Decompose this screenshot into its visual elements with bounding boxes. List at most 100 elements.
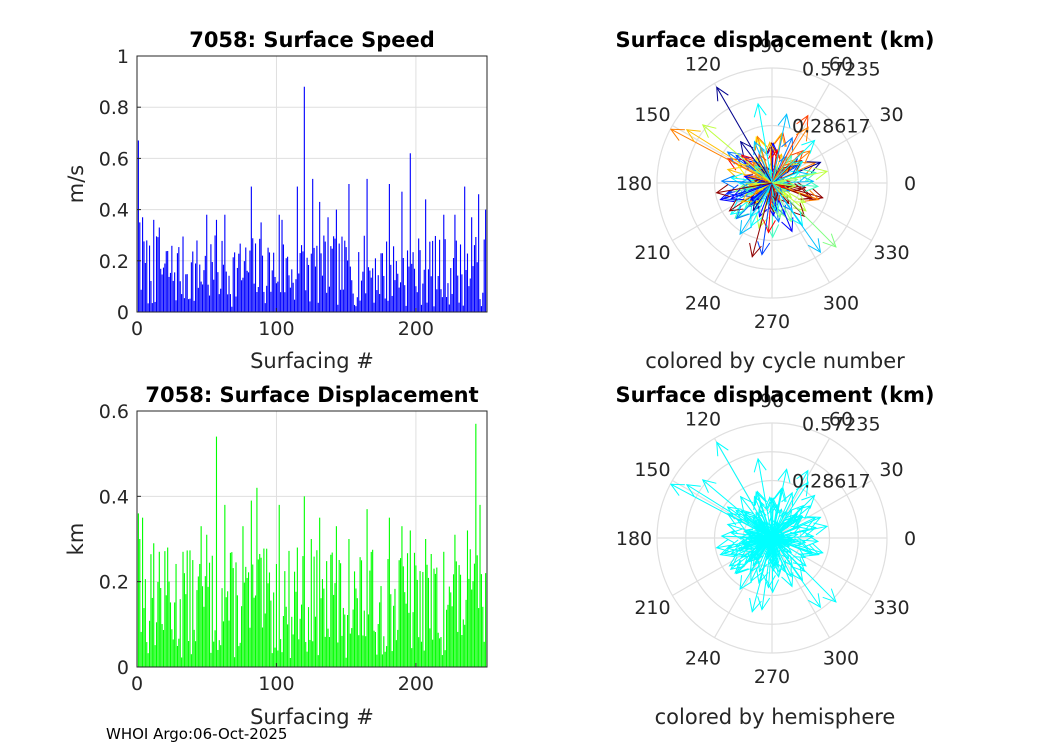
bar — [452, 258, 455, 312]
bar — [402, 257, 404, 312]
arrow-head — [752, 200, 763, 212]
bar — [257, 559, 259, 667]
arrow-head — [716, 86, 729, 102]
arrow-shaft — [771, 170, 828, 184]
speed-title: 7058: Surface Speed — [189, 28, 435, 52]
arrow-head — [781, 491, 794, 507]
displacement-panel: 0 100 200 0 0.2 0.4 0.6 7058: Surface Displace… — [64, 383, 488, 729]
arrow-shaft — [771, 537, 777, 556]
bar — [478, 608, 480, 667]
bar — [485, 573, 487, 667]
bar — [458, 565, 460, 667]
bar — [168, 276, 170, 312]
bar — [476, 555, 478, 667]
bar — [165, 595, 167, 667]
bar — [273, 592, 275, 667]
arrow-shaft — [771, 182, 796, 187]
bar — [405, 305, 407, 312]
arrow-shaft — [750, 537, 773, 582]
arrow-head — [792, 183, 803, 192]
bar — [275, 564, 277, 667]
bar — [379, 602, 381, 667]
bar — [333, 594, 335, 667]
arrow-shaft — [771, 470, 809, 539]
bar — [167, 547, 169, 667]
bar — [274, 276, 276, 312]
polar-hemisphere-labels: 0 30 60 90 120 150 180 210 240 270 300 330 0.28617 0.… — [616, 390, 916, 688]
bar — [243, 261, 245, 312]
bar — [327, 628, 329, 667]
arrow-head — [728, 553, 744, 567]
bar — [183, 298, 185, 312]
bar — [224, 504, 226, 667]
bar — [150, 281, 152, 312]
bar — [402, 566, 404, 667]
bar — [469, 549, 471, 667]
bar — [158, 227, 160, 312]
bar — [303, 86, 305, 312]
polar-hemisphere-arrows — [669, 441, 837, 613]
arrow-head — [804, 544, 820, 557]
bar — [459, 244, 462, 312]
bar — [485, 209, 487, 312]
bar — [142, 517, 144, 667]
bar — [472, 266, 474, 312]
bar — [334, 583, 336, 667]
bar — [473, 245, 476, 312]
bar — [458, 302, 460, 312]
bar — [300, 245, 303, 312]
bar — [241, 280, 243, 312]
arrow-shaft — [686, 129, 773, 184]
arrow-head — [726, 158, 742, 171]
bar — [370, 277, 372, 312]
bar — [367, 614, 370, 667]
bar — [362, 271, 364, 312]
arrow-head — [701, 479, 717, 493]
angle-label: 330 — [873, 597, 909, 619]
angle-label: 300 — [823, 293, 859, 315]
arrow-head — [782, 509, 793, 521]
bar — [441, 297, 443, 312]
bar — [214, 235, 216, 312]
bar — [281, 652, 283, 667]
bar — [296, 547, 298, 667]
bar — [465, 599, 467, 667]
angle-label: 180 — [616, 173, 652, 195]
bar — [358, 635, 360, 667]
arrow-head — [762, 219, 776, 234]
displacement-title: 7058: Surface Displacement — [145, 383, 478, 407]
bar — [174, 272, 176, 312]
angle-label: 270 — [754, 666, 790, 688]
arrow-head — [772, 132, 786, 148]
x-tick-label: 0 — [131, 673, 143, 695]
bar — [154, 645, 156, 667]
bar — [373, 630, 375, 667]
arrow-head — [770, 148, 781, 160]
bar — [232, 257, 234, 312]
arrow-head — [822, 233, 837, 248]
bar — [196, 590, 198, 667]
bar — [289, 657, 291, 667]
bar — [388, 517, 390, 667]
bar — [423, 650, 425, 667]
bar — [427, 269, 429, 312]
arrow-head — [777, 468, 791, 483]
bar — [291, 269, 293, 312]
arrow-head — [729, 556, 745, 570]
bar — [359, 557, 361, 667]
arrow-head — [782, 154, 793, 166]
bar — [227, 294, 229, 312]
bar — [203, 606, 205, 667]
bar — [168, 581, 170, 667]
bar — [468, 578, 470, 667]
bar — [155, 622, 158, 667]
bar — [225, 271, 227, 312]
bar — [432, 240, 434, 312]
bar — [206, 534, 208, 667]
arrow-shaft — [771, 495, 815, 539]
bar — [450, 592, 452, 667]
bar — [241, 606, 243, 667]
bar — [160, 588, 162, 667]
bar — [475, 237, 477, 312]
bar — [174, 602, 176, 667]
